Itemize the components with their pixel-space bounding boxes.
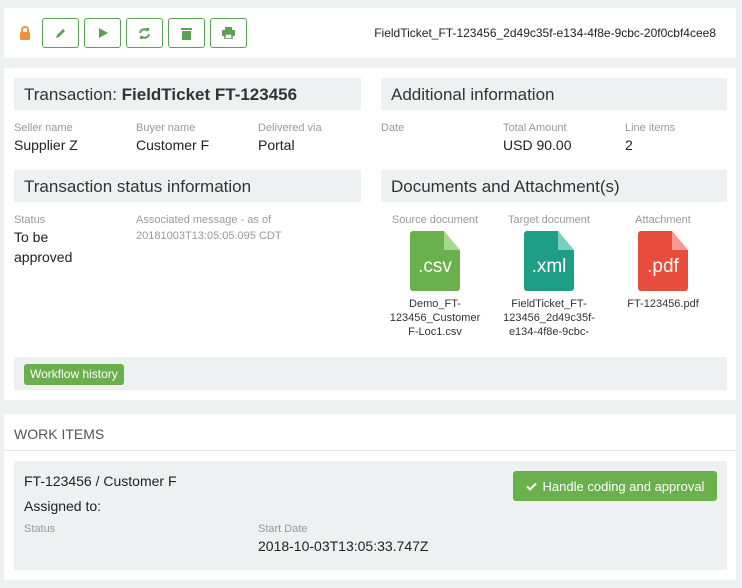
start-date-label: Start Date xyxy=(258,523,308,535)
source-file-name[interactable]: Demo_FT-123456_Customer F-Loc1.csv xyxy=(389,298,481,338)
buyer-value: Customer F xyxy=(136,137,210,153)
pdf-file-icon: .pdf xyxy=(638,231,688,291)
seller-value: Supplier Z xyxy=(14,137,78,153)
lock-icon xyxy=(20,26,30,40)
trash-icon xyxy=(181,27,192,40)
target-document[interactable]: Target document .xml FieldTicket_FT-1234… xyxy=(499,214,599,339)
handle-coding-button[interactable]: Handle coding and approval xyxy=(513,471,717,501)
target-file-name[interactable]: FieldTicket_FT-123456_2d49c35f-e134-4f8e… xyxy=(503,298,595,338)
play-icon xyxy=(98,28,108,38)
delete-button[interactable] xyxy=(168,18,205,48)
check-icon xyxy=(525,482,537,491)
date-label: Date xyxy=(381,122,405,134)
additional-header: Additional information xyxy=(381,78,727,110)
handle-coding-label: Handle coding and approval xyxy=(542,478,705,494)
work-item-title: FT-123456 / Customer F xyxy=(24,473,177,489)
pdf-ext: .pdf xyxy=(647,256,679,277)
buyer-label: Buyer name xyxy=(136,122,196,134)
message-label: Associated message - as of xyxy=(136,214,272,226)
print-button[interactable] xyxy=(210,18,247,48)
attachment[interactable]: Attachment .pdf FT-123456.pdf xyxy=(613,214,713,311)
attachment-file-name[interactable]: FT-123456.pdf xyxy=(627,298,699,310)
assigned-label: Assigned to: xyxy=(24,498,102,514)
csv-file-icon: .csv xyxy=(410,231,460,291)
edit-button[interactable] xyxy=(42,18,79,48)
attachment-label: Attachment xyxy=(635,214,691,226)
work-items-title: WORK ITEMS xyxy=(14,426,105,442)
status-label: Status xyxy=(14,214,46,226)
refresh-button[interactable] xyxy=(126,18,163,48)
run-button[interactable] xyxy=(84,18,121,48)
documents-header: Documents and Attachment(s) xyxy=(381,170,727,202)
source-document-label: Source document xyxy=(391,214,479,226)
source-document[interactable]: Source document .csv Demo_FT-123456_Cust… xyxy=(385,214,485,339)
print-icon xyxy=(222,27,235,39)
workflow-bar xyxy=(14,357,727,390)
target-document-label: Target document xyxy=(508,214,590,226)
work-status-label: Status xyxy=(24,523,56,535)
transaction-title-prefix: Transaction: xyxy=(24,85,122,104)
seller-label: Seller name xyxy=(14,122,73,134)
work-item-separator xyxy=(4,450,736,451)
delivered-value: Portal xyxy=(258,137,295,153)
amount-value: USD 90.00 xyxy=(503,137,572,153)
transaction-panel xyxy=(4,68,736,400)
csv-ext: .csv xyxy=(418,256,452,277)
workflow-history-button[interactable]: Workflow history xyxy=(24,364,124,385)
xml-ext: .xml xyxy=(531,256,567,277)
message-time: 20181003T13:05:05.095 CDT xyxy=(136,230,282,242)
pencil-icon xyxy=(56,28,65,38)
transaction-header: Transaction: FieldTicket FT-123456 xyxy=(14,78,361,110)
refresh-icon xyxy=(139,27,150,39)
document-id: FieldTicket_FT-123456_2d49c35f-e134-4f8e… xyxy=(374,26,716,40)
lines-value: 2 xyxy=(625,137,633,153)
status-value: To be approved xyxy=(14,229,73,265)
status-header: Transaction status information xyxy=(14,170,361,202)
xml-file-icon: .xml xyxy=(524,231,574,291)
lines-label: Line items xyxy=(625,122,676,134)
delivered-label: Delivered via xyxy=(258,122,322,134)
start-date-value: 2018-10-03T13:05:33.747Z xyxy=(258,538,429,554)
amount-label: Total Amount xyxy=(503,122,567,134)
transaction-title: FieldTicket FT-123456 xyxy=(121,85,298,104)
